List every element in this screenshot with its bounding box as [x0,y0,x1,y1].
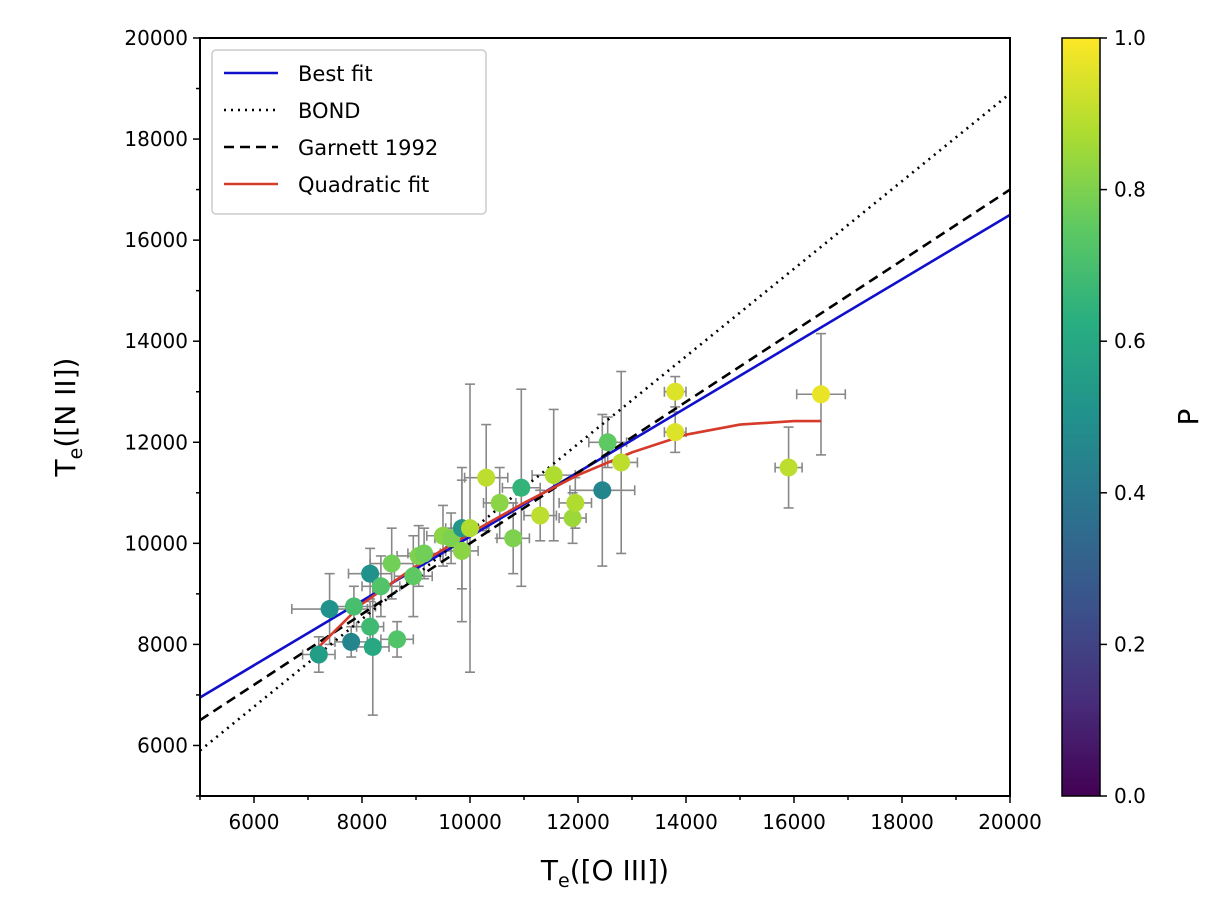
y-tick-label: 8000 [137,632,188,656]
data-point [452,541,471,560]
data-point [812,385,830,404]
y-axis: 6000 8000 10000 12000 14000 16000 18000 20000 [124,26,200,797]
x-tick-label: 18000 [870,810,934,834]
legend-label: Garnett 1992 [298,136,438,160]
data-point [544,466,563,485]
x-axis: 6000 8000 10000 12000 14000 16000 18000 20000 [199,796,1042,834]
data-point [490,493,509,512]
x-tick-label: 20000 [978,810,1042,834]
y-tick-label: 12000 [124,430,188,454]
data-point [361,617,380,636]
colorbar-tick-label: 1.0 [1114,26,1146,50]
data-point [342,632,361,651]
data-point [512,478,531,497]
data-point [363,637,382,656]
line-quadratic-fit [317,419,821,648]
plot-frame [199,37,1011,797]
data-point [371,577,390,596]
x-tick-label: 8000 [337,810,388,834]
data-point [461,519,479,538]
data-point [382,554,401,573]
data-point [320,600,339,619]
data-point [612,453,631,472]
data-point [415,544,434,563]
y-tick-label: 14000 [124,329,188,353]
colorbar-gradient [1061,37,1101,797]
colorbar-tick-label: 0.6 [1114,329,1146,353]
line-garnett-1992 [200,188,1010,722]
x-tick-label: 16000 [762,810,826,834]
data-point [666,423,685,442]
legend-box [211,49,487,215]
data-point [563,509,582,528]
y-tick-label: 10000 [124,531,188,555]
colorbar-tick-label: 0.8 [1114,178,1146,202]
data-point [666,382,685,401]
x-tick-label: 10000 [438,810,502,834]
y-tick-label: 6000 [137,733,188,757]
colorbar-tick-label: 0.2 [1114,632,1146,656]
y-tick-label: 16000 [124,228,188,252]
y-tick-label: 18000 [124,127,188,151]
x-tick-label: 12000 [546,810,610,834]
fit-lines [200,92,1010,752]
x-tick-label: 6000 [229,810,280,834]
x-axis-label: Te([O III]) [540,854,669,892]
legend-label: BOND [298,99,360,123]
legend-label: Quadratic fit [298,173,429,197]
data-point [593,481,612,500]
legend: Best fit BOND Garnett 1992 Quadratic fit [211,49,487,215]
y-tick-label: 20000 [124,26,188,50]
data-point [309,645,328,664]
data-point [404,567,423,586]
x-tick-label: 14000 [654,810,718,834]
data-point [504,529,523,548]
data-point [361,564,380,583]
data-point [566,493,585,512]
colorbar-label: P [1172,409,1205,426]
legend-label: Best fit [298,62,373,86]
data-points [309,382,830,664]
colorbar-tick-label: 0.4 [1114,481,1146,505]
data-point [477,468,496,487]
colorbar-tick-label: 0.0 [1114,784,1146,808]
data-point [388,630,407,649]
y-axis-label: Te([N II]) [49,358,87,478]
data-point [344,597,363,616]
line-bond [200,92,1010,752]
data-point [779,458,798,477]
data-point [598,433,617,452]
colorbar: P 0.0 0.2 0.4 0.6 0.8 1.0 [1061,26,1205,808]
data-point [531,506,550,525]
